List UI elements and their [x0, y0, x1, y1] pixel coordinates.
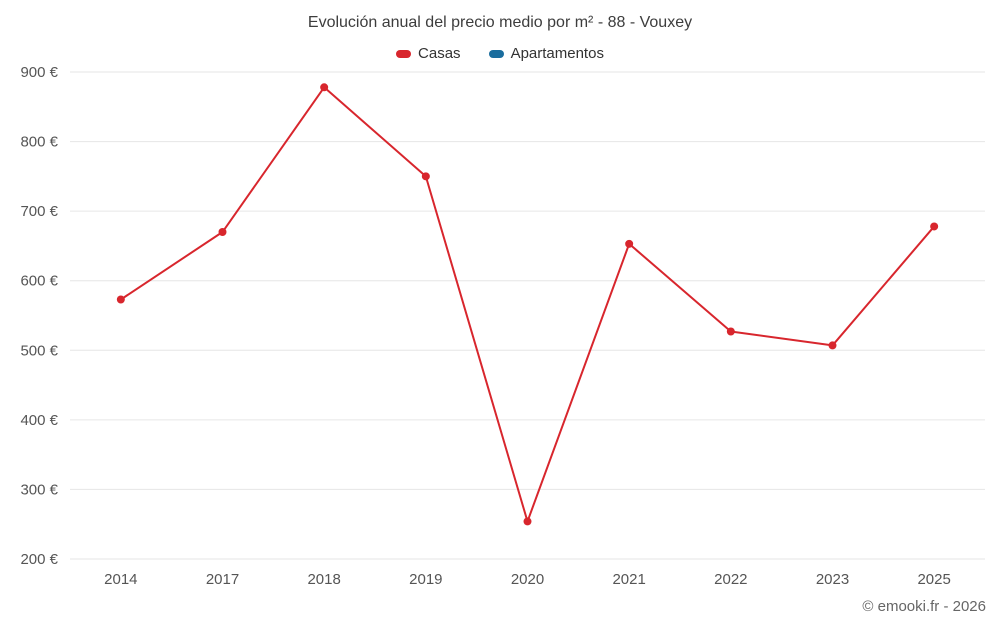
x-axis-tick-label: 2020: [511, 571, 544, 588]
x-axis-tick-label: 2014: [104, 571, 137, 588]
legend-label-apartamentos: Apartamentos: [510, 45, 604, 62]
data-point-marker: [930, 222, 939, 231]
x-axis-tick-label: 2023: [816, 571, 849, 588]
data-point-marker: [726, 327, 735, 336]
apartamentos-series-swatch: [488, 49, 504, 58]
data-point-marker: [218, 228, 227, 237]
chart-legend: Casas Apartamentos: [0, 45, 1000, 62]
legend-item-apartamentos[interactable]: Apartamentos: [488, 45, 604, 62]
legend-label-casas: Casas: [418, 45, 461, 62]
series-line-casas: [120, 86, 935, 523]
data-point-marker: [116, 295, 125, 304]
y-axis-tick-label: 600 €: [20, 273, 58, 290]
x-axis-tick-label: 2022: [714, 571, 747, 588]
x-axis-tick-label: 2021: [612, 571, 645, 588]
data-point-marker: [421, 172, 430, 181]
x-axis-tick-label: 2019: [409, 571, 442, 588]
x-axis-tick-label: 2017: [206, 571, 239, 588]
copyright-text: © emooki.fr - 2026: [862, 598, 986, 615]
casas-series-swatch: [396, 49, 412, 58]
chart-title: Evolución anual del precio medio por m² …: [307, 14, 693, 31]
x-axis-tick-label: 2018: [307, 571, 340, 588]
y-axis-tick-label: 900 €: [20, 64, 58, 81]
x-axis-tick-label: 2025: [917, 571, 950, 588]
y-axis-tick-label: 500 €: [20, 342, 58, 359]
y-axis-tick-label: 700 €: [20, 203, 58, 220]
data-point-marker: [320, 83, 329, 92]
data-point-marker: [523, 517, 532, 526]
legend-item-casas[interactable]: Casas: [396, 45, 461, 62]
data-point-marker: [828, 341, 837, 350]
y-axis-tick-label: 300 €: [20, 481, 58, 498]
y-axis-tick-label: 400 €: [20, 412, 58, 429]
y-axis-tick-label: 200 €: [20, 551, 58, 568]
y-axis-tick-label: 800 €: [20, 134, 58, 151]
data-point-marker: [625, 239, 634, 248]
